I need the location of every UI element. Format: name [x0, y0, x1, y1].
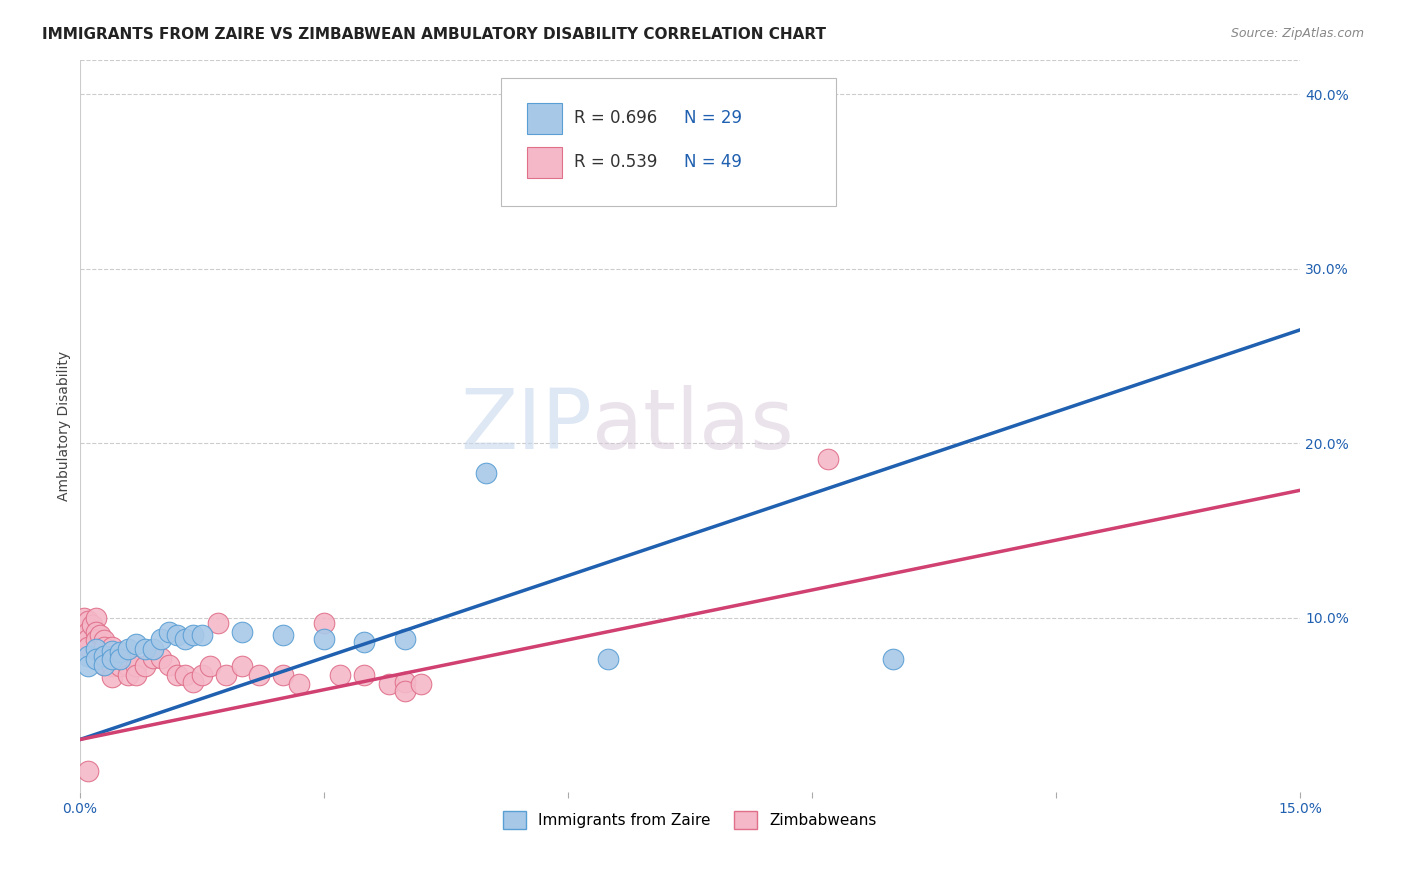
Point — [377, 677, 399, 691]
Point — [149, 632, 172, 646]
Point — [882, 652, 904, 666]
Point — [174, 668, 197, 682]
Point — [125, 659, 148, 673]
Point — [89, 628, 111, 642]
Point — [198, 659, 221, 673]
Point — [475, 466, 498, 480]
Point — [394, 683, 416, 698]
Point — [174, 632, 197, 646]
Bar — [527, 103, 561, 134]
Point — [93, 648, 115, 663]
Point — [84, 642, 107, 657]
Point — [101, 648, 124, 663]
Point — [108, 650, 131, 665]
Text: N = 49: N = 49 — [683, 153, 741, 171]
Point — [353, 635, 375, 649]
Point — [93, 640, 115, 655]
Point — [157, 657, 180, 672]
Point — [271, 668, 294, 682]
FancyBboxPatch shape — [501, 78, 837, 206]
Point — [166, 628, 188, 642]
Point — [183, 675, 205, 690]
Point — [312, 615, 335, 630]
Text: atlas: atlas — [592, 385, 794, 467]
Point — [93, 633, 115, 648]
Point — [101, 670, 124, 684]
Point — [80, 617, 103, 632]
Point — [157, 624, 180, 639]
Point — [76, 640, 98, 655]
Point — [76, 632, 98, 646]
Point — [76, 764, 98, 778]
Point — [231, 659, 253, 673]
Point — [101, 659, 124, 673]
Point — [149, 650, 172, 665]
Point — [84, 624, 107, 639]
Point — [117, 652, 139, 666]
Point — [215, 668, 238, 682]
Point — [329, 668, 352, 682]
Point — [108, 659, 131, 673]
Point — [93, 657, 115, 672]
Point — [76, 614, 98, 628]
Point — [312, 632, 335, 646]
Point — [288, 677, 311, 691]
Text: R = 0.539: R = 0.539 — [574, 153, 657, 171]
Point — [84, 633, 107, 648]
Point — [247, 668, 270, 682]
Point — [207, 615, 229, 630]
Point — [134, 659, 156, 673]
Text: IMMIGRANTS FROM ZAIRE VS ZIMBABWEAN AMBULATORY DISABILITY CORRELATION CHART: IMMIGRANTS FROM ZAIRE VS ZIMBABWEAN AMBU… — [42, 27, 827, 42]
Point — [117, 668, 139, 682]
Point — [101, 652, 124, 666]
Point — [76, 624, 98, 639]
Point — [353, 668, 375, 682]
Point — [108, 652, 131, 666]
Point — [271, 628, 294, 642]
Point — [125, 668, 148, 682]
Text: N = 29: N = 29 — [683, 109, 742, 128]
Point — [117, 642, 139, 657]
Y-axis label: Ambulatory Disability: Ambulatory Disability — [58, 351, 72, 500]
Point — [183, 628, 205, 642]
Point — [231, 624, 253, 639]
Legend: Immigrants from Zaire, Zimbabweans: Immigrants from Zaire, Zimbabweans — [498, 805, 883, 836]
Point — [117, 659, 139, 673]
Point — [394, 632, 416, 646]
Point — [134, 642, 156, 657]
Point — [84, 610, 107, 624]
Point — [76, 648, 98, 663]
Point — [93, 648, 115, 663]
Point — [394, 675, 416, 690]
Point — [93, 657, 115, 672]
Point — [76, 659, 98, 673]
Point — [817, 451, 839, 466]
Point — [142, 642, 165, 657]
Text: ZIP: ZIP — [460, 385, 592, 467]
Point — [598, 652, 620, 666]
Point — [101, 640, 124, 655]
Bar — [527, 147, 561, 178]
Text: Source: ZipAtlas.com: Source: ZipAtlas.com — [1230, 27, 1364, 40]
Point — [759, 183, 782, 197]
Point — [190, 668, 212, 682]
Point — [125, 637, 148, 651]
Point — [166, 668, 188, 682]
Point — [101, 644, 124, 658]
Point — [411, 677, 433, 691]
Point — [108, 645, 131, 659]
Point — [84, 652, 107, 666]
Point — [190, 628, 212, 642]
Point — [72, 610, 94, 624]
Point — [142, 650, 165, 665]
Text: R = 0.696: R = 0.696 — [574, 109, 657, 128]
